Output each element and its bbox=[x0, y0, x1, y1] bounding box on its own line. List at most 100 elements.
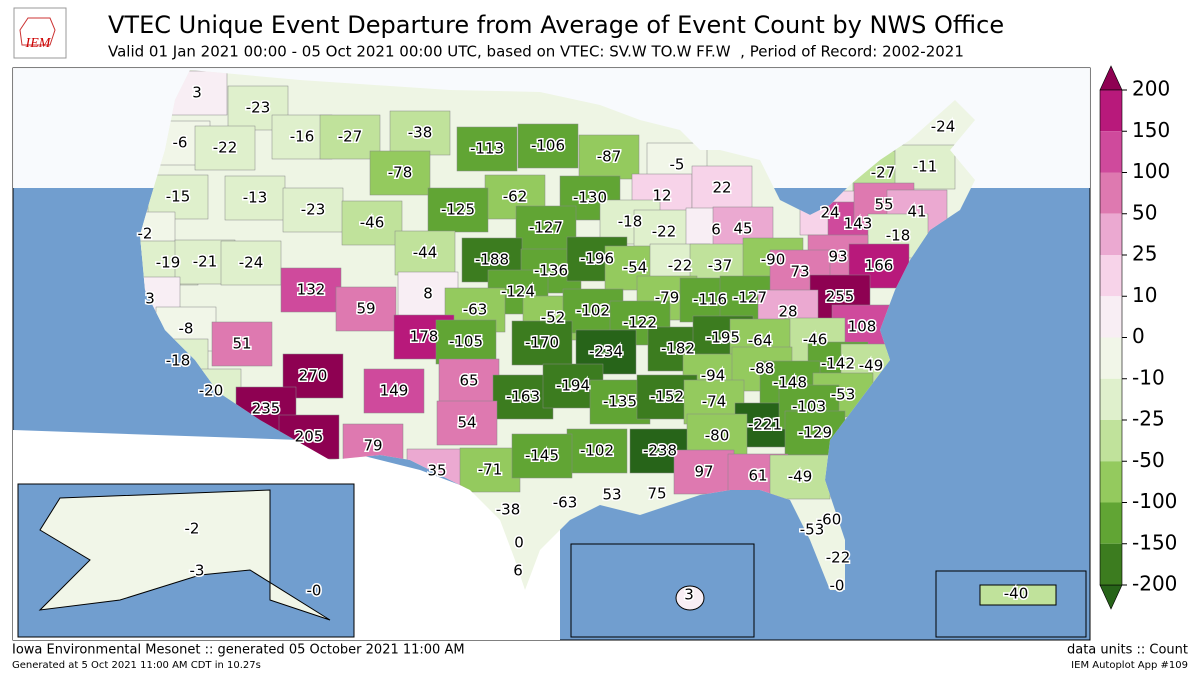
office-label: -80 bbox=[705, 427, 730, 445]
colorbar-tick-label: -10 bbox=[1132, 365, 1165, 389]
office-label: -13 bbox=[243, 189, 268, 207]
office-label: 6 bbox=[711, 221, 721, 239]
alaska bbox=[38, 489, 331, 621]
office-label: 24 bbox=[820, 204, 839, 222]
colorbar-tick-label: 50 bbox=[1132, 200, 1157, 224]
office-label: -62 bbox=[503, 188, 528, 206]
office-label: -24 bbox=[931, 118, 956, 136]
office-label: -148 bbox=[773, 374, 807, 392]
region bbox=[335, 286, 397, 332]
hawaii bbox=[675, 585, 705, 611]
office-label: 3 bbox=[145, 290, 155, 308]
colorbar-segment bbox=[1100, 131, 1122, 173]
office-label: 28 bbox=[778, 303, 797, 321]
colorbar-tick-label: -25 bbox=[1132, 407, 1165, 431]
colorbar-tick-label: 10 bbox=[1132, 283, 1157, 307]
title: VTEC Unique Event Departure from Average… bbox=[108, 11, 1004, 39]
office-label: 235 bbox=[252, 400, 281, 418]
office-label: -20 bbox=[199, 382, 224, 400]
office-label: -22 bbox=[668, 257, 693, 275]
office-label: -22 bbox=[213, 139, 238, 157]
office-label: -22 bbox=[826, 549, 851, 567]
office-label: -0 bbox=[830, 577, 845, 595]
region bbox=[511, 320, 573, 366]
office-label: 54 bbox=[457, 414, 476, 432]
office-label: 53 bbox=[602, 486, 621, 504]
office-label: -44 bbox=[413, 244, 438, 262]
office-label: -2 bbox=[185, 520, 200, 538]
office-label: -52 bbox=[541, 309, 566, 327]
office-label: -163 bbox=[506, 388, 540, 406]
office-label: -38 bbox=[408, 124, 433, 142]
region bbox=[673, 449, 735, 495]
region bbox=[517, 123, 579, 169]
office-label: -27 bbox=[871, 164, 896, 182]
hawaii-inset bbox=[570, 543, 755, 638]
office-label: -16 bbox=[290, 128, 315, 146]
colorbar-segment bbox=[1100, 255, 1122, 297]
office-label: 73 bbox=[790, 263, 809, 281]
logo-text: IEM bbox=[25, 36, 52, 51]
colorbar-tick-label: -150 bbox=[1132, 530, 1177, 554]
office-label: -102 bbox=[576, 302, 610, 320]
office-label: 178 bbox=[410, 328, 439, 346]
region bbox=[515, 205, 577, 251]
office-label: 132 bbox=[297, 281, 326, 299]
office-label: -136 bbox=[534, 262, 568, 280]
office-label: -113 bbox=[470, 140, 504, 158]
office-label: 41 bbox=[907, 203, 926, 221]
office-label: -195 bbox=[706, 329, 740, 347]
office-label: -18 bbox=[166, 352, 191, 370]
office-label: -106 bbox=[531, 137, 565, 155]
footer-left-small: Generated at 5 Oct 2021 11:00 AM CDT in … bbox=[12, 660, 261, 671]
office-label: -196 bbox=[580, 250, 614, 268]
office-label: 166 bbox=[865, 257, 894, 275]
office-label: -46 bbox=[360, 214, 385, 232]
office-label: -78 bbox=[388, 164, 413, 182]
office-label: -40 bbox=[1004, 585, 1029, 603]
office-label: -53 bbox=[800, 521, 825, 539]
office-label: -21 bbox=[193, 253, 218, 271]
colorbar-segment bbox=[1100, 461, 1122, 503]
logo: IEM bbox=[13, 7, 67, 59]
inset-frame bbox=[570, 543, 755, 638]
office-label: -3 bbox=[190, 562, 205, 580]
colorbar-segment bbox=[1100, 543, 1122, 585]
office-label: -129 bbox=[798, 424, 832, 442]
region bbox=[147, 174, 209, 220]
office-label: -18 bbox=[618, 213, 643, 231]
office-label: -238 bbox=[643, 442, 677, 460]
colorbar-tick-label: 150 bbox=[1132, 118, 1170, 142]
region bbox=[280, 267, 342, 313]
office-label: -125 bbox=[441, 201, 475, 219]
office-label: -23 bbox=[246, 99, 271, 117]
region bbox=[438, 358, 500, 404]
region bbox=[511, 433, 573, 479]
office-label: -116 bbox=[693, 291, 727, 309]
office-label: -15 bbox=[166, 188, 191, 206]
office-label: -11 bbox=[913, 158, 938, 176]
office-label: -194 bbox=[556, 377, 590, 395]
office-label: 8 bbox=[423, 285, 433, 303]
pr-inset bbox=[935, 570, 1087, 638]
office-label: -8 bbox=[179, 320, 194, 338]
office-label: -135 bbox=[603, 393, 637, 411]
office-label: -63 bbox=[553, 494, 578, 512]
office-label: -2 bbox=[138, 225, 153, 243]
office-label: -0 bbox=[307, 582, 322, 600]
colorbar-segment bbox=[1100, 378, 1122, 420]
logo-outline bbox=[19, 17, 56, 46]
region bbox=[369, 150, 431, 196]
office-labels: 3-23-16 -27 -38-113 -106-87 -5-6 -22-78-62 -13… bbox=[136, 82, 1030, 605]
region bbox=[436, 400, 498, 446]
office-label: -182 bbox=[661, 340, 695, 358]
colorbar-tick-label: 0 bbox=[1132, 324, 1145, 348]
region bbox=[691, 165, 753, 211]
colorbar-segment bbox=[1100, 90, 1122, 132]
colorbar-tick-label: -100 bbox=[1132, 489, 1177, 513]
footer-left: Iowa Environmental Mesonet :: generated … bbox=[12, 643, 465, 658]
region bbox=[566, 428, 628, 474]
office-label: 51 bbox=[232, 335, 251, 353]
footer-right-small: IEM Autoplot App #109 bbox=[1071, 660, 1188, 671]
office-label: -74 bbox=[702, 393, 727, 411]
